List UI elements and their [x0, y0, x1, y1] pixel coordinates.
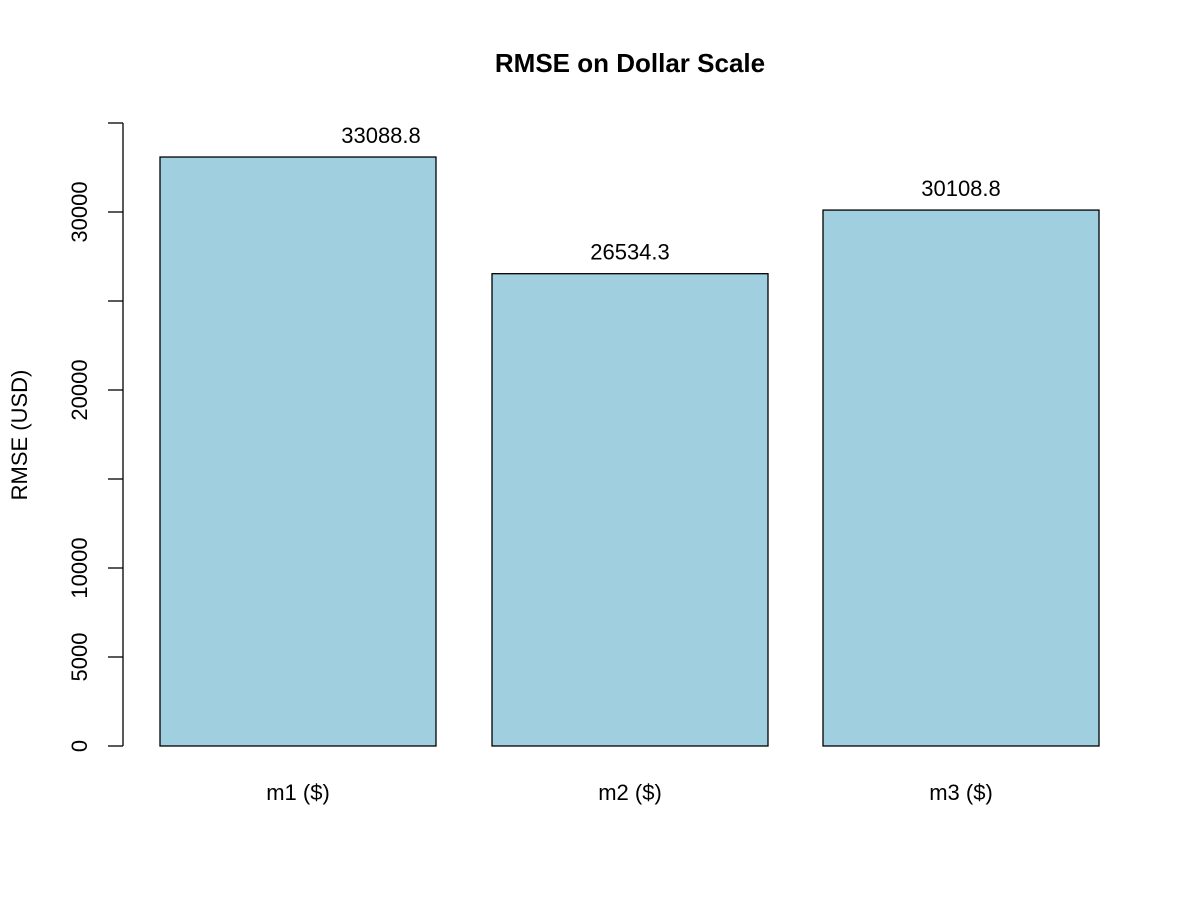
bar [491, 273, 769, 747]
value-labels: 33088.8 26534.3 30108.8 [341, 123, 1001, 265]
value-label: 26534.3 [590, 240, 670, 265]
x-tick-label: m1 ($) [266, 780, 330, 805]
y-tick-label: 30000 [67, 181, 92, 242]
x-tick-label: m2 ($) [598, 780, 662, 805]
bar [159, 156, 437, 747]
y-axis: 0 5000 10000 20000 30000 [67, 122, 124, 752]
value-label: 30108.8 [921, 176, 1001, 201]
y-tick-label: 5000 [67, 633, 92, 682]
y-axis-label: RMSE (USD) [7, 370, 32, 501]
bars-group [159, 156, 1100, 747]
chart-title: RMSE on Dollar Scale [495, 48, 765, 78]
x-axis-labels: m1 ($) m2 ($) m3 ($) [266, 780, 993, 805]
y-tick-label: 20000 [67, 359, 92, 420]
value-label: 33088.8 [341, 123, 421, 148]
y-tick-label: 10000 [67, 537, 92, 598]
x-tick-label: m3 ($) [929, 780, 993, 805]
bar [822, 209, 1100, 747]
y-tick-label: 0 [67, 740, 92, 752]
